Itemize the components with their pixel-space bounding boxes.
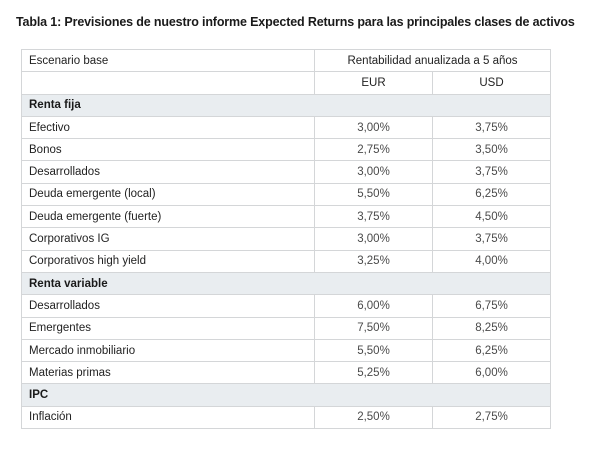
table-row: Deuda emergente (fuerte) 3,75% 4,50% <box>21 205 552 229</box>
value-usd: 6,75% <box>431 294 552 318</box>
row-label: Bonos <box>21 138 315 162</box>
value-eur: 3,75% <box>314 205 433 229</box>
value-usd: 3,75% <box>431 160 552 184</box>
value-eur: 5,50% <box>314 182 433 207</box>
section-row-renta-variable: Renta variable <box>20 271 552 296</box>
header-currency-eur: EUR <box>314 71 433 95</box>
value-usd: 6,25% <box>431 182 552 207</box>
row-label: Corporativos IG <box>21 227 315 251</box>
value-usd: 4,50% <box>431 205 552 229</box>
header-currency-usd: USD <box>431 71 552 95</box>
row-label: Deuda emergente (local) <box>21 182 315 207</box>
value-eur: 3,00% <box>314 115 433 140</box>
header-blank-cell <box>21 71 315 95</box>
value-eur: 3,00% <box>314 227 433 251</box>
currency-header-row: EUR USD <box>21 71 552 95</box>
row-label: Mercado inmobiliario <box>21 338 315 363</box>
table-row: Emergentes 7,50% 8,25% <box>21 316 552 340</box>
row-label: Efectivo <box>21 115 315 140</box>
value-usd: 3,75% <box>431 115 552 140</box>
row-label: Desarrollados <box>21 294 315 318</box>
table-row: Inflación 2,50% 2,75% <box>21 405 552 430</box>
table-row: Materias primas 5,25% 6,00% <box>21 361 552 385</box>
value-eur: 5,25% <box>314 361 433 385</box>
value-usd: 3,75% <box>431 227 552 251</box>
table-title: Tabla 1: Previsiones de nuestro informe … <box>16 15 575 29</box>
row-label: Corporativos high yield <box>21 249 315 273</box>
value-eur: 2,75% <box>314 138 433 162</box>
value-eur: 7,50% <box>314 316 433 340</box>
section-label: Renta variable <box>20 271 552 296</box>
header-scenario: Escenario base <box>21 48 315 73</box>
table-row: Efectivo 3,00% 3,75% <box>21 115 552 140</box>
section-label: IPC <box>20 383 552 407</box>
value-eur: 3,25% <box>314 249 433 273</box>
value-eur: 5,50% <box>314 338 433 363</box>
value-usd: 6,25% <box>431 338 552 363</box>
table-body: Escenario base Rentabilidad anualizada a… <box>20 48 552 430</box>
row-label: Emergentes <box>21 316 315 340</box>
table-row: Deuda emergente (local) 5,50% 6,25% <box>21 182 552 207</box>
value-usd: 2,75% <box>431 405 552 430</box>
table-row: Corporativos IG 3,00% 3,75% <box>21 227 552 251</box>
expected-returns-table: Escenario base Rentabilidad anualizada a… <box>20 48 552 430</box>
table-row: Bonos 2,75% 3,50% <box>21 138 552 162</box>
section-row-renta-fija: Renta fija <box>20 93 552 117</box>
value-usd: 6,00% <box>431 361 552 385</box>
value-usd: 8,25% <box>431 316 552 340</box>
table-row: Desarrollados 6,00% 6,75% <box>21 294 552 318</box>
value-eur: 2,50% <box>314 405 433 430</box>
table-row: Corporativos high yield 3,25% 4,00% <box>21 249 552 273</box>
row-label: Materias primas <box>21 361 315 385</box>
value-eur: 6,00% <box>314 294 433 318</box>
section-label: Renta fija <box>20 93 552 117</box>
value-usd: 3,50% <box>431 138 552 162</box>
table-row: Desarrollados 3,00% 3,75% <box>21 160 552 184</box>
table-row: Mercado inmobiliario 5,50% 6,25% <box>21 338 552 363</box>
section-row-ipc: IPC <box>20 383 552 407</box>
row-label: Inflación <box>21 405 315 430</box>
value-eur: 3,00% <box>314 160 433 184</box>
header-row: Escenario base Rentabilidad anualizada a… <box>21 48 552 73</box>
header-metric: Rentabilidad anualizada a 5 años <box>313 48 552 73</box>
value-usd: 4,00% <box>431 249 552 273</box>
row-label: Deuda emergente (fuerte) <box>21 205 315 229</box>
row-label: Desarrollados <box>21 160 315 184</box>
